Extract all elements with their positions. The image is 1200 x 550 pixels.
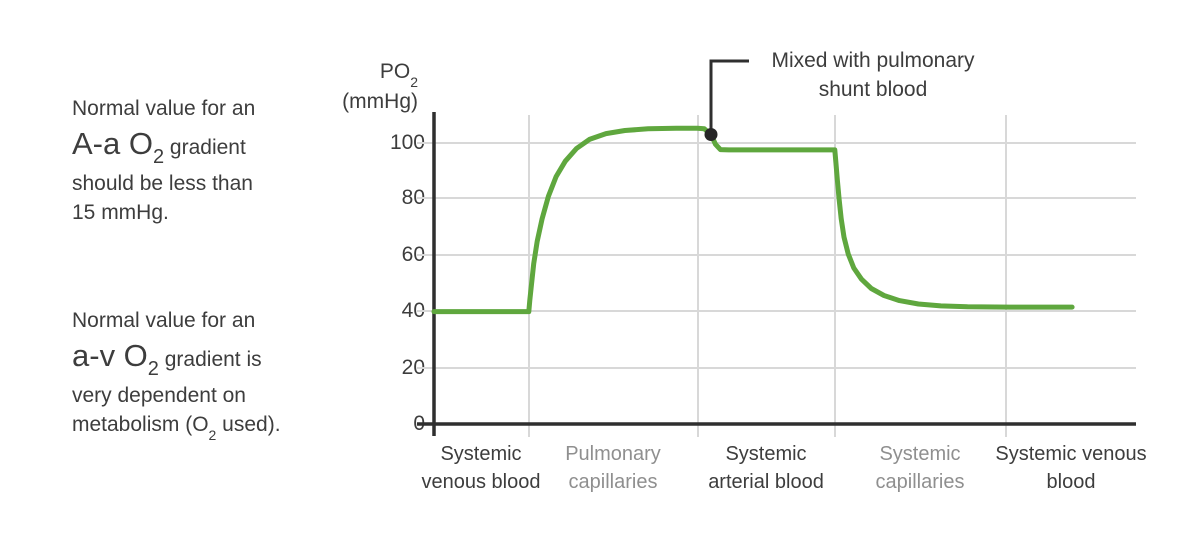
x-label-systemic-arterial-blood: Systemic arterial blood (691, 440, 841, 496)
x-label-pulmonary-capillaries: Pulmonary capillaries (538, 440, 688, 496)
av-note-line4-pre: metabolism (O (72, 413, 209, 436)
y-tick-60: 60 (401, 243, 425, 266)
y-axis-title-main: PO (379, 60, 411, 83)
x-label-line: venous blood (421, 471, 541, 493)
horizontal-gridlines (417, 142, 1136, 369)
x-label-line: capillaries (568, 471, 658, 493)
av-term-subscript: 2 (147, 358, 159, 381)
y-tick-80: 80 (401, 186, 425, 209)
aa-note-line2: A-a O2 gradient (72, 123, 255, 169)
aa-term-rest: gradient (164, 136, 246, 159)
shunt-annotation-label: Mixed with pulmonary shunt blood (750, 46, 996, 104)
vertical-gridlines (528, 115, 1007, 437)
y-axis-title-symbol: PO2 (328, 57, 418, 91)
aa-gradient-note: Normal value for an A-a O2 gradient shou… (72, 94, 255, 227)
annotation-pointer-line (709, 59, 749, 135)
x-label-line: arterial blood (708, 471, 824, 493)
av-term-rest: gradient is (158, 348, 262, 371)
aa-term: A-a O (72, 126, 153, 161)
av-note-line2: a-v O2 gradient is (72, 335, 281, 381)
av-note-line3: very dependent on (72, 384, 246, 407)
x-label-line: blood (1046, 471, 1096, 493)
po2-curve (431, 125, 1075, 315)
av-gradient-note: Normal value for an a-v O2 gradient is v… (72, 306, 281, 442)
x-label-line: Systemic venous (995, 443, 1147, 465)
x-label-systemic-venous-blood-1: Systemic venous blood (406, 440, 556, 496)
av-note-line1: Normal value for an (72, 309, 256, 332)
x-label-line: Systemic (879, 443, 961, 465)
aa-note-line3: should be less than (72, 172, 253, 195)
av-note-line4-subscript: 2 (208, 427, 217, 444)
av-note-line4-post: used). (216, 413, 281, 436)
shunt-annotation-line1: Mixed with pulmonary (771, 49, 975, 72)
x-label-line: capillaries (875, 471, 965, 493)
x-label-systemic-capillaries: Systemic capillaries (845, 440, 995, 496)
av-note-line4: metabolism (O2 used). (72, 410, 281, 442)
y-tick-40: 40 (401, 299, 425, 322)
av-term: a-v O (72, 338, 148, 373)
shunt-point-marker (704, 128, 718, 141)
y-axis-title-unit: (mmHg) (342, 90, 418, 113)
aa-note-line4: 15 mmHg. (72, 201, 169, 224)
x-label-line: Systemic (440, 443, 522, 465)
y-tick-100: 100 (389, 131, 425, 154)
y-axis-title-subscript: 2 (410, 74, 418, 91)
x-label-line: Pulmonary (565, 443, 661, 465)
y-tick-20: 20 (401, 356, 425, 379)
aa-note-line1: Normal value for an (72, 97, 256, 120)
aa-term-subscript: 2 (152, 146, 165, 169)
y-axis-title: PO2 (mmHg) (328, 57, 418, 117)
x-label-systemic-venous-blood-2: Systemic venous blood (971, 440, 1171, 496)
x-label-line: Systemic (725, 443, 807, 465)
shunt-annotation-line2: shunt blood (818, 78, 928, 101)
